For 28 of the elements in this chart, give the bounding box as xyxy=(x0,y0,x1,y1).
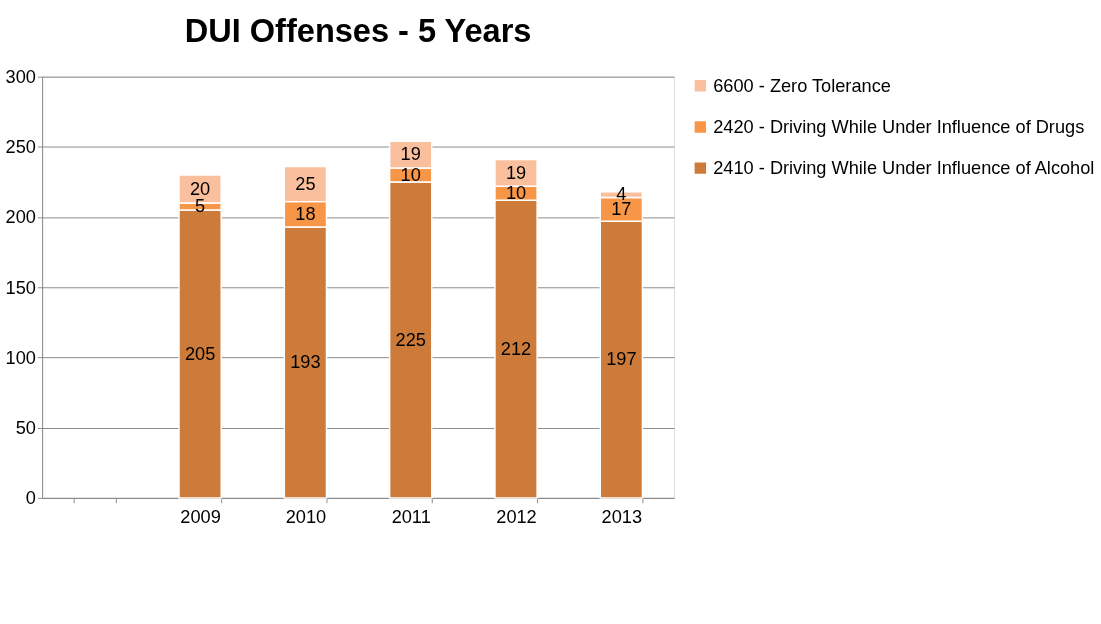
x-tick-label: 2009 xyxy=(180,507,221,528)
data-label: 19 xyxy=(400,144,421,165)
y-tick-label: 50 xyxy=(15,417,36,438)
data-label: 212 xyxy=(500,338,532,359)
data-label: 193 xyxy=(290,352,321,373)
data-label: 18 xyxy=(295,204,316,225)
data-label: 10 xyxy=(505,182,527,203)
legend-label: 2410 - Driving While Under Influence of Alcohol xyxy=(713,157,1095,178)
chart-title: DUI Offenses - 5 Years xyxy=(184,13,532,50)
x-tick-label: 2013 xyxy=(601,507,643,528)
data-label: 20 xyxy=(189,178,211,199)
legend-label: 6600 - Zero Tolerance xyxy=(713,75,891,96)
legend-label: 2420 - Driving While Under Influence of Drugs xyxy=(713,116,1085,137)
data-label: 205 xyxy=(184,343,216,364)
data-label: 225 xyxy=(395,329,426,350)
data-label: 19 xyxy=(505,162,527,183)
data-label: 25 xyxy=(295,173,316,194)
data-label: 197 xyxy=(606,349,637,370)
x-tick-label: 2012 xyxy=(496,507,537,528)
y-tick-label: 200 xyxy=(5,207,36,228)
y-tick-label: 150 xyxy=(5,277,36,298)
x-tick-label: 2011 xyxy=(391,507,431,528)
data-label: 10 xyxy=(400,164,421,185)
y-tick-label: 0 xyxy=(25,488,36,509)
y-tick-label: 300 xyxy=(5,66,36,87)
y-tick-label: 250 xyxy=(5,137,36,158)
y-tick-label: 100 xyxy=(5,347,36,368)
x-tick-label: 2010 xyxy=(285,507,327,528)
